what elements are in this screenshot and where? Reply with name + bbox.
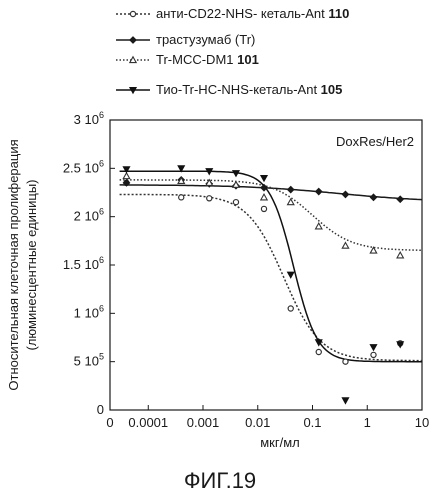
data-point-series-4 — [122, 166, 131, 174]
data-point-series-3 — [259, 193, 269, 201]
data-point-series-1 — [206, 195, 213, 202]
x-tick-label: 0.0001 — [128, 415, 168, 430]
data-point-series-4 — [369, 344, 378, 352]
data-point-series-4 — [177, 165, 186, 173]
y-tick-label: 5 105 — [74, 352, 104, 369]
legend-label-series-2: трастузумаб (Tr) — [156, 32, 255, 47]
data-point-series-4 — [205, 168, 214, 176]
x-tick-label: 0.1 — [303, 415, 321, 430]
x-tick-label: 10 — [415, 415, 429, 430]
panel-label: DoxRes/Her2 — [336, 134, 414, 149]
data-point-series-4 — [231, 170, 241, 178]
y-axis-ticks: 0 5 105 1 106 1.5 106 2 106 2.5 106 3 106 — [63, 110, 115, 417]
data-point-series-2 — [314, 187, 323, 196]
data-point-series-4 — [341, 397, 350, 405]
data-point-series-2 — [369, 193, 378, 202]
legend-marker-series-1 — [129, 10, 137, 18]
fit-curves — [119, 170, 423, 363]
data-point-series-1 — [178, 194, 185, 201]
y-axis-label-line2: (люминесцентные единицы) — [24, 179, 39, 350]
data-point-series-4 — [396, 341, 405, 349]
data-point-series-3 — [341, 241, 350, 249]
data-point-series-3 — [205, 178, 214, 186]
legend-marker-series-4 — [128, 86, 138, 95]
data-point-series-3 — [369, 246, 378, 254]
data-point-series-3 — [314, 222, 323, 230]
data-point-series-4 — [259, 174, 269, 183]
figure-caption: ФИГ.19 — [184, 468, 256, 493]
fit-curve-series-4 — [119, 170, 422, 363]
legend-marker-series-3 — [128, 55, 138, 64]
legend: анти-CD22-NHS- кеталь-Ant 110 трастузумаб… — [116, 6, 349, 97]
data-point-series-2 — [286, 185, 295, 194]
x-tick-label: 0.001 — [187, 415, 220, 430]
data-point-series-3 — [286, 197, 295, 206]
y-tick-label: 2 106 — [74, 207, 104, 224]
data-point-series-2 — [260, 183, 268, 192]
data-point-series-1 — [287, 305, 294, 312]
data-point-series-2 — [341, 190, 350, 199]
data-point-series-3 — [396, 251, 405, 259]
data-point-series-2 — [122, 178, 131, 187]
x-tick-label: 0.01 — [245, 415, 270, 430]
data-point-series-1 — [232, 198, 240, 206]
data-point-series-1 — [260, 205, 268, 213]
plot-area — [109, 119, 423, 411]
x-tick-label: 0 — [106, 415, 113, 430]
data-point-series-1 — [370, 351, 377, 359]
data-markers — [122, 165, 405, 405]
y-tick-label: 1.5 106 — [63, 255, 104, 272]
legend-marker-series-2 — [129, 36, 137, 44]
y-tick-label: 3 106 — [74, 110, 104, 127]
fit-curve-series-3 — [119, 179, 422, 251]
legend-label-series-3: Tr-MCC-DM1 101 — [156, 52, 259, 67]
y-tick-label: 1 106 — [74, 303, 104, 320]
data-point-series-3 — [231, 180, 241, 188]
plot-frame — [109, 119, 423, 411]
data-point-series-4 — [314, 339, 323, 347]
x-axis-label: мкг/мл — [260, 435, 300, 450]
x-axis-ticks: 0 0.0001 0.001 0.01 0.1 1 10 — [106, 405, 429, 430]
y-axis-label-line1: Относительная клеточная пролиферация — [6, 139, 21, 390]
data-point-series-3 — [177, 176, 186, 185]
data-point-series-3 — [122, 171, 131, 180]
legend-label-series-4: Тио-Tr-HC-NHS-кеталь-Ant 105 — [156, 82, 342, 97]
data-point-series-1 — [342, 358, 349, 365]
x-tick-label: 1 — [364, 415, 371, 430]
data-point-series-4 — [286, 271, 295, 279]
fit-curve-series-1 — [119, 193, 422, 362]
y-tick-label: 0 — [97, 402, 104, 417]
data-point-series-1 — [315, 348, 322, 356]
data-point-series-2 — [396, 195, 405, 204]
y-tick-label: 2.5 106 — [63, 158, 104, 175]
legend-label-series-1: анти-CD22-NHS- кеталь-Ant 110 — [156, 6, 349, 21]
